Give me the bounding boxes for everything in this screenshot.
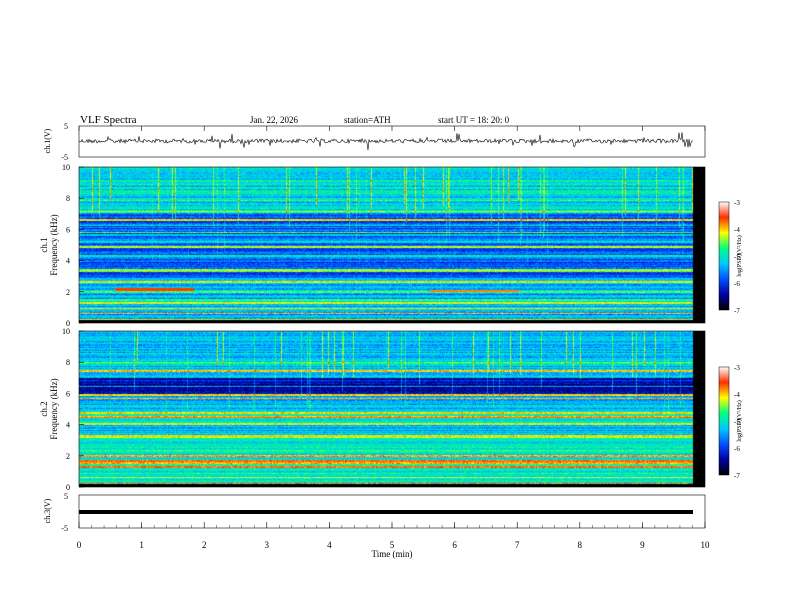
ch2-spectrogram-image [79,331,705,487]
ch3-ytick-5: 5 [64,492,68,501]
ch1-colorbar-tick-label-2: -5 [734,253,740,261]
ch2-spectrogram-frame [78,330,706,488]
ch1-waveform-panel: 5 -5 ch.1(V) [43,122,706,162]
ch2-colorbar-tick-label-0: -3 [734,364,740,372]
ch1-colorbar: -3 -4 -5 -6 -7 log(PSD)(V²/Hz) [718,199,743,315]
ch2-frequency-tick-label-1: 2 [66,452,70,461]
ch2-frequency-ylabel: Frequency (kHz) [49,378,59,439]
ch1-frequency-tick-label-5: 10 [62,163,70,172]
ch3-waveform-line [79,510,693,514]
ch1-frequency-tick-label-0: 0 [66,319,70,328]
time-tick-label-8: 8 [578,540,583,550]
ch1-frequency-tick-label-4: 8 [66,194,70,203]
time-tick-label-1: 1 [139,540,144,550]
time-axis: 0 1 2 3 4 5 6 7 8 9 10 [77,126,710,550]
station-label: station=ATH [344,115,391,125]
ch2-frequency-tick-label-2: 4 [66,421,70,430]
time-tick-label-9: 9 [640,540,645,550]
ch1-colorbar-tick-label-4: -7 [734,307,740,315]
ch1-frequency-ticks: 0 2 4 6 8 10 [62,163,84,328]
ch2-frequency-ticks: 0 2 4 6 8 10 [62,327,84,492]
ch2-colorbar: -3 -4 -5 -6 -7 log(PSD)(V²/Hz) [718,364,743,480]
ch1-colorbar-tick-label-1: -4 [734,226,740,234]
ch2-colorbar-tick-label-4: -7 [734,472,740,480]
ch2-frequency-tick-label-5: 10 [62,327,70,336]
ch1-frequency-tick-label-1: 2 [66,288,70,297]
ch1-waveform-line [78,132,694,151]
time-tick-label-4: 4 [327,540,332,550]
ch1-spectrogram-frame [78,166,706,324]
ch1-spectrogram-panel: 0 2 4 6 8 10 ch.1 Frequency (kHz) [39,163,706,328]
time-tick-label-10: 10 [701,540,711,550]
ch1-channel-label: ch.1 [39,237,49,252]
ch2-channel-label: ch.2 [39,401,49,416]
ch3-ytick-minus5: -5 [61,524,68,533]
ch1-ytick-minus5: -5 [61,153,68,162]
ch2-colorbar-tick-label-3: -6 [734,445,740,453]
time-tick-label-5: 5 [390,540,395,550]
ch1-colorbar-label: log(PSD)(V²/Hz) [736,235,743,276]
ch2-frequency-tick-label-4: 8 [66,358,70,367]
time-tick-label-0: 0 [77,540,82,550]
ch2-colorbar-label: log(PSD)(V²/Hz) [736,400,743,441]
ch2-colorbar-tick-label-1: -4 [734,391,740,399]
ch2-frequency-tick-label-3: 6 [66,389,70,398]
ch1-frequency-ylabel: Frequency (kHz) [49,214,59,275]
ch1-frequency-tick-label-3: 6 [66,225,70,234]
time-tick-label-7: 7 [515,540,520,550]
time-tick-label-3: 3 [265,540,270,550]
ch3-waveform-ylabel: ch.3(V) [43,498,52,523]
ch3-waveform-panel: 5 -5 ch.3(V) [43,492,706,533]
ch1-frequency-tick-label-2: 4 [66,257,70,266]
ch1-colorbar-tick-label-3: -6 [734,280,740,288]
figure-title: VLF Spectra [80,114,137,126]
date-label: Jan. 22, 2026 [250,115,298,125]
ch2-spectrogram-panel: 0 2 4 6 8 10 ch.2 Frequency (kHz) [39,327,706,492]
time-tick-label-2: 2 [202,540,207,550]
ch2-colorbar-tick-label-2: -5 [734,418,740,426]
start-time-label: start UT = 18: 20: 0 [438,115,510,125]
time-tick-label-6: 6 [452,540,457,550]
ch1-colorbar-bar [718,201,730,311]
ch1-ytick-5: 5 [64,122,68,131]
ch2-colorbar-bar [718,366,730,476]
ch1-waveform-ylabel: ch.1(V) [43,128,52,153]
ch1-colorbar-tick-label-0: -3 [734,199,740,207]
time-axis-label: Time (min) [372,549,413,559]
ch1-spectrogram-image [79,167,705,323]
ch2-frequency-tick-label-0: 0 [66,483,70,492]
